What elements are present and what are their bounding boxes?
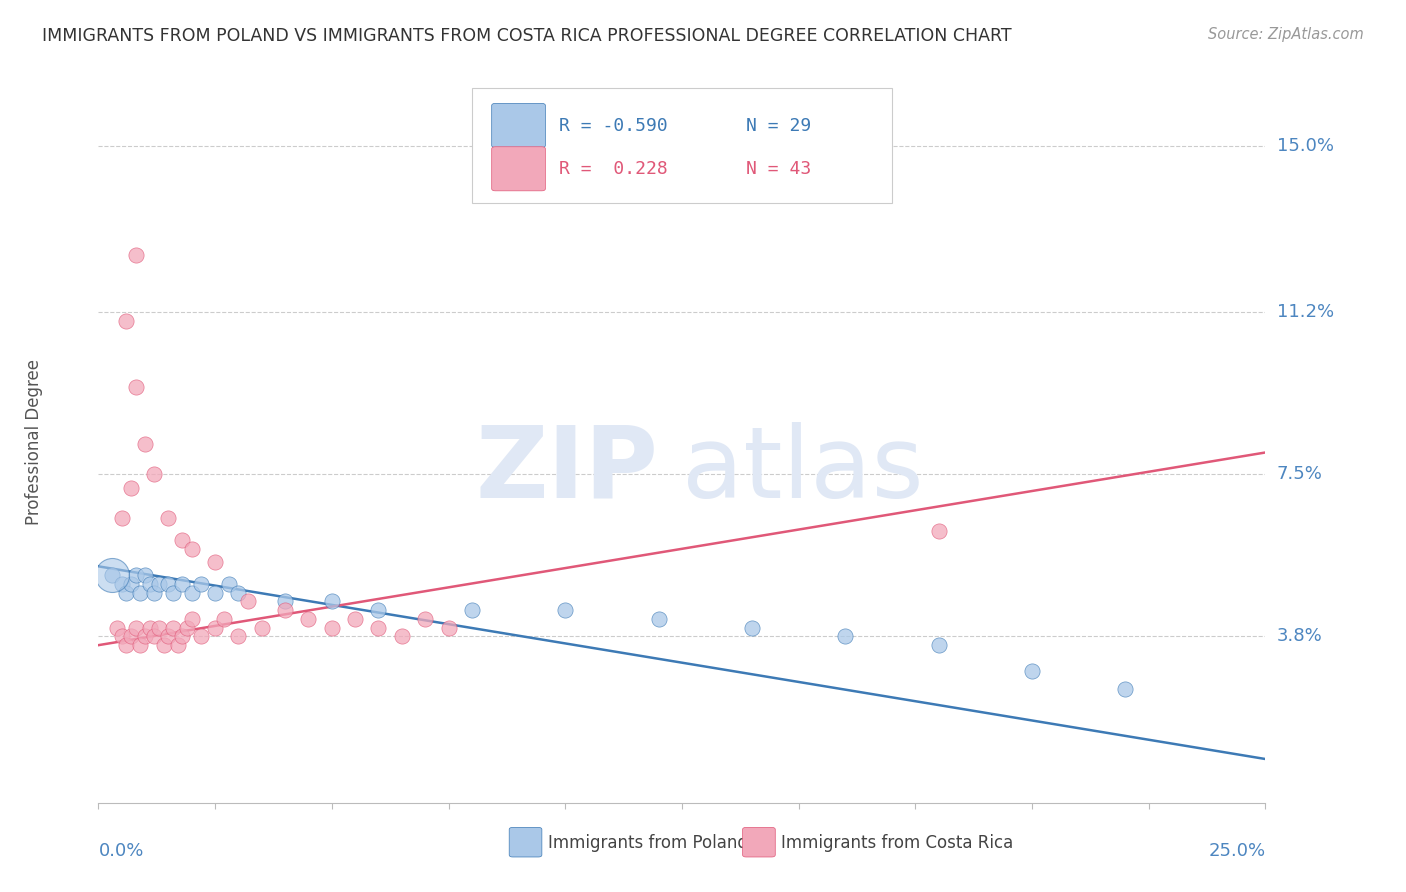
Point (250, 621, 273, 635)
Point (180, 541, 202, 556)
Point (367, 621, 389, 635)
Point (139, 621, 162, 635)
FancyBboxPatch shape (492, 103, 546, 147)
Point (143, 585, 166, 599)
Point (1021, 665, 1043, 679)
Point (190, 577, 212, 591)
Point (105, 621, 128, 635)
Point (214, 612, 236, 626)
Point (554, 603, 576, 617)
Point (120, 481, 142, 495)
Point (297, 612, 319, 626)
Point (115, 314, 138, 328)
Text: 7.5%: 7.5% (1277, 466, 1323, 483)
Point (236, 594, 259, 608)
Text: 3.8%: 3.8% (1277, 627, 1322, 646)
Text: 0.0%: 0.0% (98, 842, 143, 860)
Text: Professional Degree: Professional Degree (25, 359, 44, 524)
Point (120, 577, 142, 591)
Point (111, 629, 134, 643)
FancyBboxPatch shape (492, 147, 546, 191)
Point (134, 568, 156, 582)
Point (115, 638, 138, 652)
Point (111, 511, 134, 525)
Point (101, 568, 124, 582)
Text: 25.0%: 25.0% (1208, 842, 1265, 860)
Point (148, 621, 170, 635)
Point (321, 621, 343, 635)
Point (152, 638, 174, 652)
Point (204, 621, 226, 635)
Point (344, 612, 367, 626)
Text: R =  0.228: R = 0.228 (560, 161, 668, 178)
Point (134, 629, 156, 643)
Text: 11.2%: 11.2% (1277, 303, 1334, 321)
Point (143, 467, 166, 482)
Point (148, 577, 170, 591)
Point (157, 629, 180, 643)
Point (928, 524, 950, 539)
Point (115, 585, 138, 599)
Point (143, 629, 166, 643)
Point (274, 603, 297, 617)
Point (134, 436, 156, 450)
Point (157, 511, 180, 525)
Point (120, 629, 142, 643)
Text: ZIP: ZIP (475, 422, 658, 519)
FancyBboxPatch shape (472, 87, 891, 203)
Text: Source: ZipAtlas.com: Source: ZipAtlas.com (1208, 27, 1364, 42)
Point (413, 612, 436, 626)
Point (228, 585, 250, 599)
Point (172, 577, 194, 591)
Point (101, 568, 124, 582)
Point (176, 621, 198, 635)
Text: N = 43: N = 43 (747, 161, 811, 178)
Point (928, 638, 950, 652)
Point (157, 577, 180, 591)
Point (180, 585, 202, 599)
Point (125, 380, 148, 394)
Point (166, 638, 188, 652)
Point (461, 603, 484, 617)
Text: IMMIGRANTS FROM POLAND VS IMMIGRANTS FROM COSTA RICA PROFESSIONAL DEGREE CORRELA: IMMIGRANTS FROM POLAND VS IMMIGRANTS FRO… (42, 27, 1012, 45)
Text: Immigrants from Costa Rica: Immigrants from Costa Rica (782, 833, 1014, 852)
Point (647, 612, 669, 626)
Point (129, 585, 152, 599)
Point (125, 568, 148, 582)
Text: atlas: atlas (682, 422, 924, 519)
Point (162, 621, 184, 635)
Point (834, 629, 856, 643)
Point (190, 629, 212, 643)
Point (274, 594, 297, 608)
Point (391, 629, 413, 643)
Point (180, 612, 202, 626)
Point (162, 585, 184, 599)
Point (741, 621, 763, 635)
Point (139, 577, 162, 591)
Text: R = -0.590: R = -0.590 (560, 117, 668, 135)
Point (321, 594, 343, 608)
FancyBboxPatch shape (742, 828, 775, 857)
Text: Immigrants from Poland: Immigrants from Poland (548, 833, 748, 852)
Point (204, 585, 226, 599)
Point (437, 621, 460, 635)
Point (172, 533, 194, 547)
Point (367, 603, 389, 617)
Point (125, 248, 148, 262)
Point (111, 577, 134, 591)
Point (172, 629, 194, 643)
FancyBboxPatch shape (509, 828, 541, 857)
Point (218, 577, 240, 591)
Text: 15.0%: 15.0% (1277, 137, 1333, 155)
Point (129, 638, 152, 652)
Point (125, 621, 148, 635)
Point (228, 629, 250, 643)
Point (1114, 681, 1136, 696)
Point (204, 555, 226, 569)
Text: N = 29: N = 29 (747, 117, 811, 135)
